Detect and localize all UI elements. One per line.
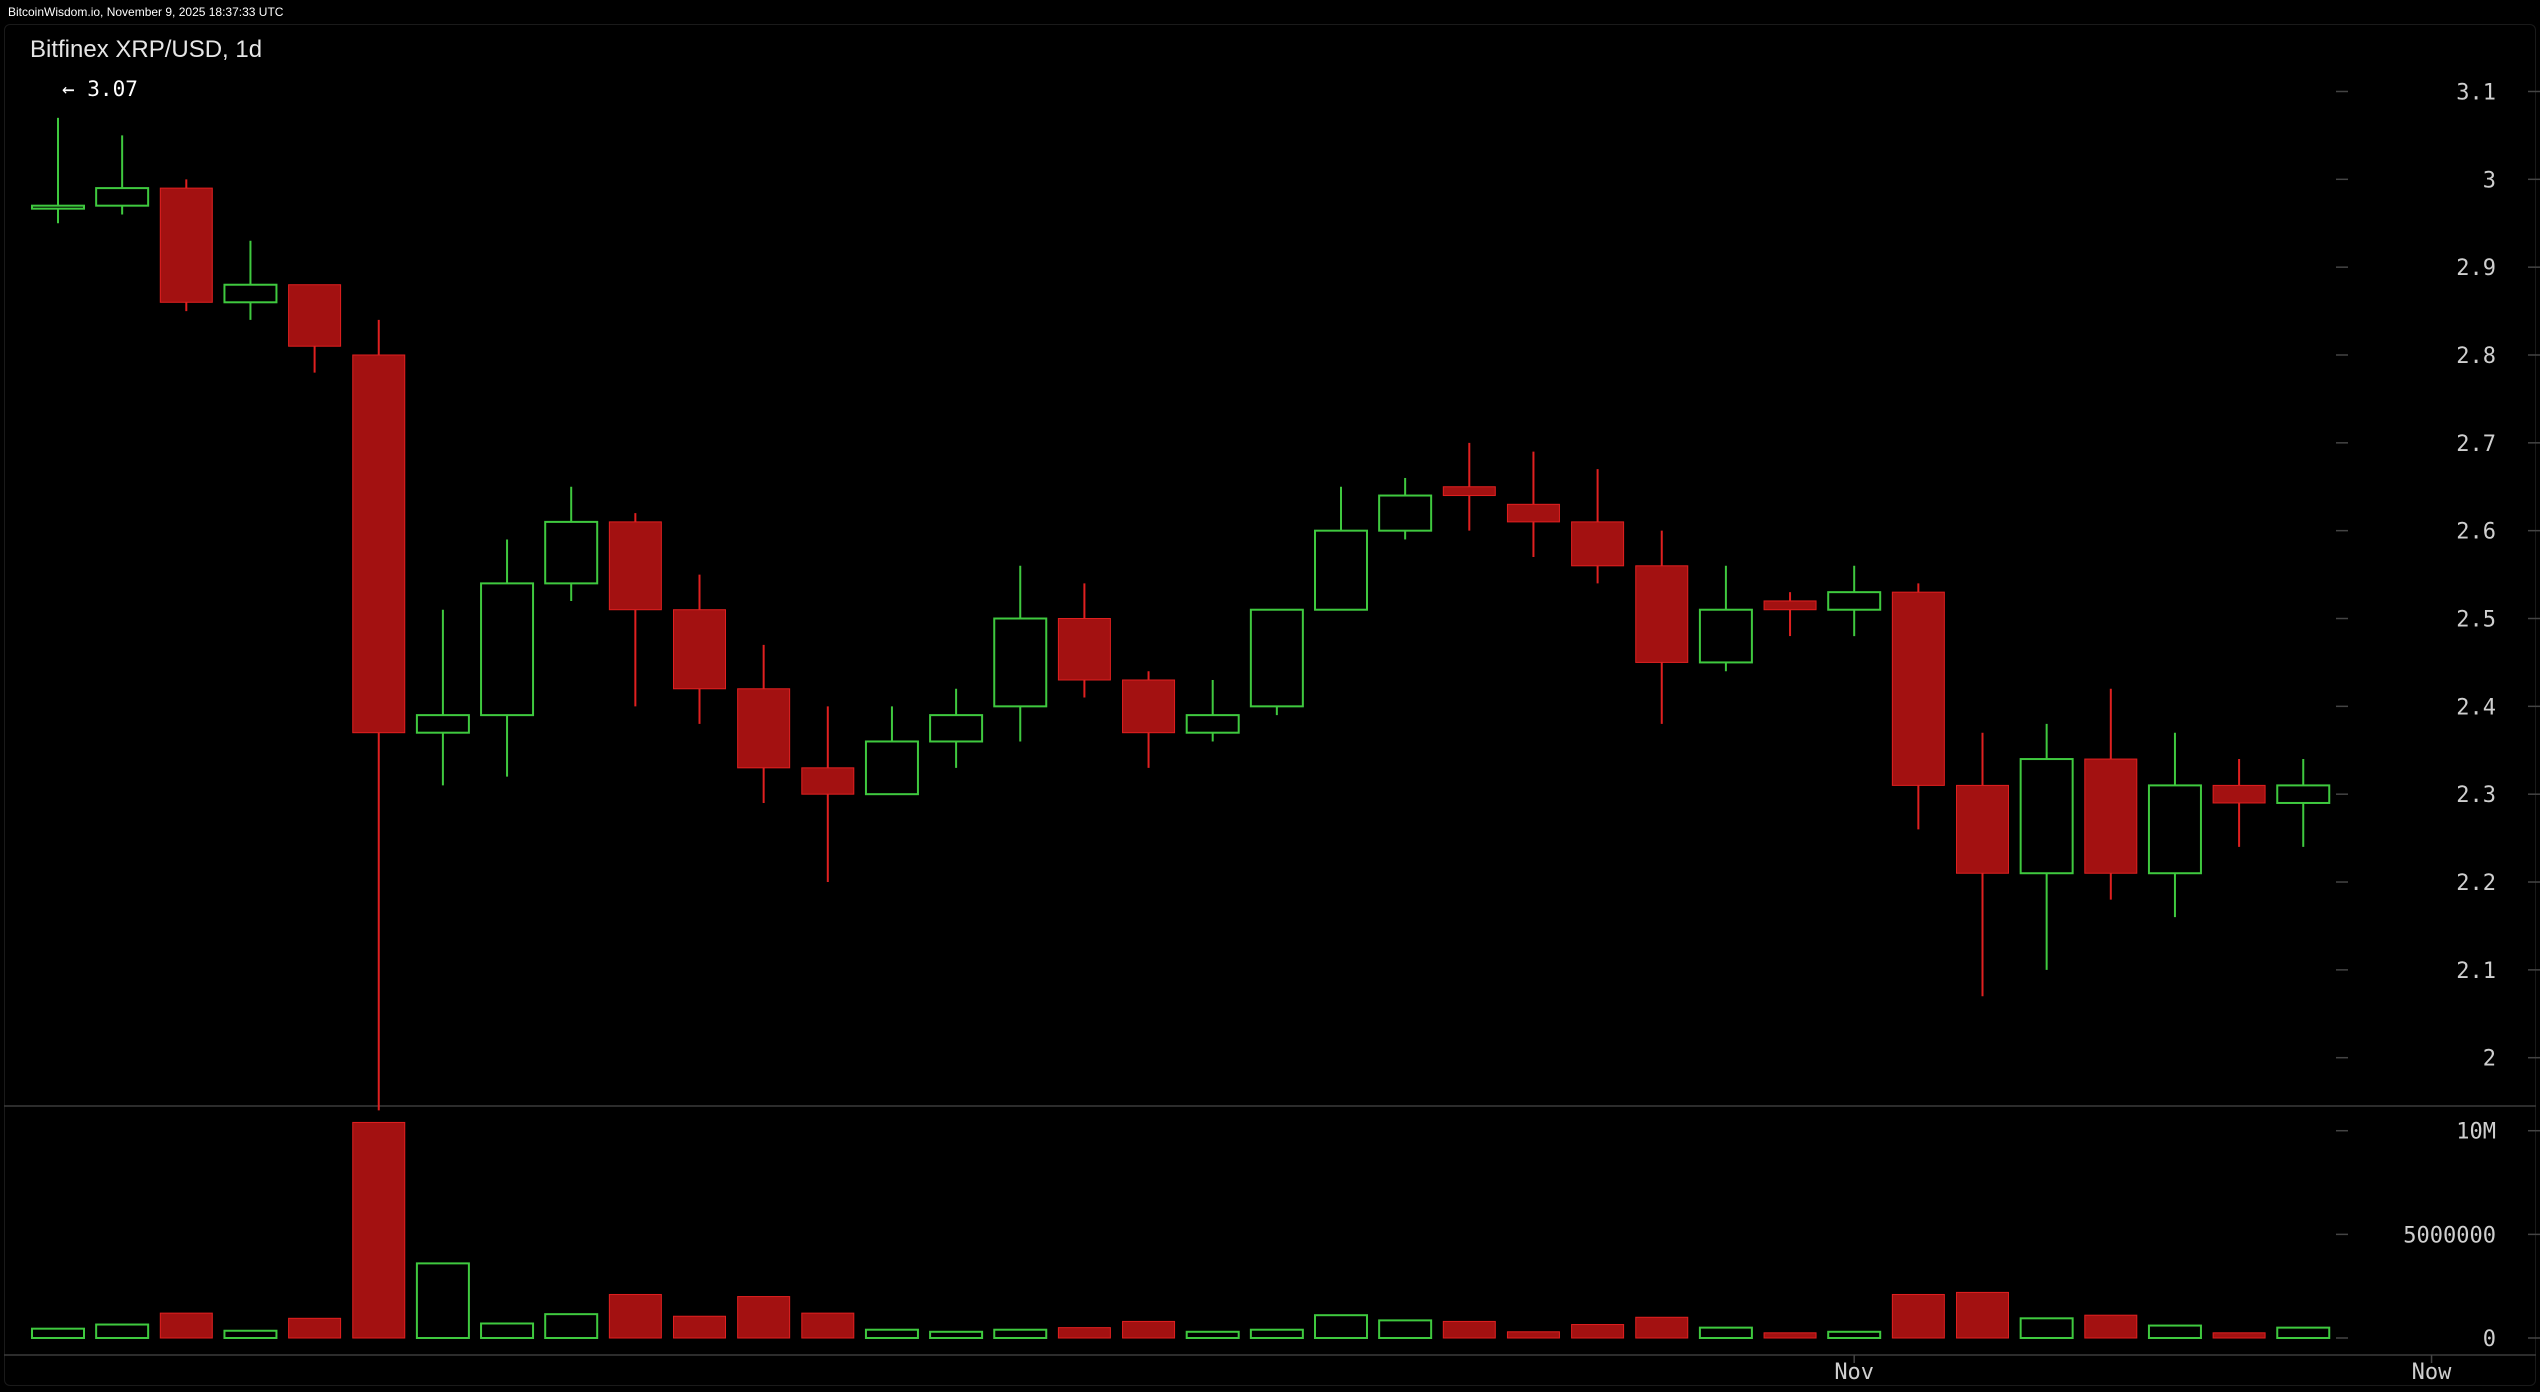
- volume-bar-down: [1442, 1320, 1496, 1339]
- candle-body-up: [864, 740, 919, 796]
- candle-body-up: [95, 187, 150, 207]
- x-tick-label: Now: [2412, 1360, 2452, 1385]
- price-tick-label: 2.4: [2456, 695, 2496, 720]
- x-tick-label: Nov: [1834, 1360, 1874, 1385]
- volume-bar-up: [1378, 1319, 1433, 1340]
- price-tick-label: 2.6: [2456, 520, 2496, 545]
- candle-body-up: [415, 714, 470, 734]
- candle-body-up: [2019, 758, 2074, 875]
- candle-body-up: [544, 520, 599, 585]
- candle-body-up: [1378, 494, 1433, 532]
- candle-body-down: [608, 521, 662, 611]
- volume-bar-up: [2019, 1317, 2074, 1339]
- volume-bar-up: [1249, 1328, 1304, 1340]
- candle-body-down: [159, 187, 213, 303]
- volume-bar-down: [737, 1296, 791, 1339]
- volume-bar-down: [673, 1315, 726, 1339]
- price-tick-label: 2.7: [2456, 432, 2496, 457]
- volume-bar-up: [993, 1328, 1048, 1340]
- volume-bar-down: [1635, 1316, 1689, 1339]
- candle-body-down: [352, 354, 406, 734]
- price-tick-label: 2.9: [2456, 256, 2496, 281]
- candle-body-up: [1698, 608, 1753, 664]
- candle-body-down: [1956, 784, 2009, 874]
- candle-body-down: [1122, 679, 1176, 734]
- volume-bar-up: [1827, 1330, 1882, 1340]
- price-tick-label: 3: [2483, 168, 2496, 193]
- volume-bars: [31, 1121, 2331, 1340]
- candle-body-down: [2084, 758, 2138, 874]
- volume-bar-down: [288, 1317, 342, 1339]
- volume-bar-down: [1891, 1293, 1945, 1339]
- candle-body-up: [480, 582, 535, 717]
- grid-layer: [4, 90, 2540, 1363]
- candle-body-down: [1763, 600, 1817, 611]
- max-price-annotation: ← 3.07: [62, 77, 138, 101]
- volume-bar-down: [801, 1312, 855, 1339]
- volume-bar-down: [1571, 1324, 1625, 1339]
- volume-bar-up: [2147, 1324, 2202, 1339]
- candle-body-up: [1185, 714, 1240, 734]
- candle-body-down: [1571, 521, 1625, 567]
- candle-body-down: [801, 767, 855, 795]
- volume-bar-down: [608, 1293, 662, 1339]
- volume-bar-down: [1763, 1332, 1817, 1339]
- price-tick-label: 2.3: [2456, 783, 2496, 808]
- volume-bar-down: [352, 1121, 406, 1339]
- candle-body-down: [288, 284, 342, 347]
- timestamp-header: BitcoinWisdom.io, November 9, 2025 18:37…: [0, 0, 2540, 24]
- axis-labels: 3.1 3 2.9 2.8 2.7 2.6 2.5 2.4 2.3 2.2 2.1 2 10M 50000…: [1834, 80, 2496, 1385]
- candle-body-up: [993, 617, 1048, 708]
- volume-bar-up: [544, 1313, 599, 1340]
- volume-bar-down: [159, 1312, 213, 1339]
- volume-bar-up: [1698, 1326, 1753, 1339]
- volume-bar-up: [929, 1330, 984, 1340]
- volume-bar-down: [1057, 1327, 1111, 1339]
- candle-body-up: [2276, 784, 2331, 804]
- price-candles: [31, 117, 2331, 1111]
- price-tick-label: 2.8: [2456, 344, 2496, 369]
- candle-body-down: [1891, 591, 1945, 786]
- volume-bar-down: [1956, 1291, 2009, 1339]
- candle-body-down: [1057, 618, 1111, 681]
- volume-bar-up: [1185, 1330, 1240, 1340]
- volume-bar-up: [2276, 1326, 2331, 1339]
- volume-tick-label: 10M: [2456, 1120, 2496, 1145]
- candle-body-down: [2212, 784, 2266, 804]
- candle-body-down: [1635, 565, 1689, 663]
- price-tick-label: 2.1: [2456, 959, 2496, 984]
- price-tick-label: 2: [2483, 1047, 2496, 1072]
- volume-bar-up: [95, 1323, 150, 1339]
- volume-bar-down: [2212, 1332, 2266, 1339]
- volume-bar-down: [2084, 1314, 2138, 1339]
- volume-tick-label: 5000000: [2403, 1223, 2496, 1248]
- chart-title: Bitfinex XRP/USD, 1d: [30, 36, 263, 63]
- price-tick-label: 2.2: [2456, 871, 2496, 896]
- volume-bar-up: [864, 1328, 919, 1340]
- volume-bar-up: [223, 1329, 278, 1340]
- candle-body-up: [223, 283, 278, 304]
- candle-body-up: [31, 204, 85, 210]
- candle-body-down: [1506, 503, 1560, 523]
- volume-bar-up: [480, 1322, 535, 1340]
- price-tick-label: 3.1: [2456, 80, 2496, 105]
- volume-bar-up: [31, 1327, 85, 1340]
- candle-body-up: [929, 714, 984, 743]
- volume-tick-label: 0: [2483, 1327, 2496, 1352]
- candle-body-down: [1442, 486, 1496, 497]
- candle-body-up: [1827, 591, 1882, 611]
- volume-bar-up: [1314, 1314, 1368, 1339]
- candle-body-up: [2147, 784, 2202, 875]
- volume-bar-down: [1122, 1320, 1176, 1339]
- candle-body-down: [737, 688, 791, 769]
- candle-body-down: [673, 609, 726, 690]
- volume-bar-up: [415, 1262, 470, 1340]
- price-tick-label: 2.5: [2456, 608, 2496, 633]
- volume-bar-down: [1506, 1331, 1560, 1339]
- candle-body-up: [1314, 529, 1368, 611]
- candle-body-up: [1249, 608, 1304, 708]
